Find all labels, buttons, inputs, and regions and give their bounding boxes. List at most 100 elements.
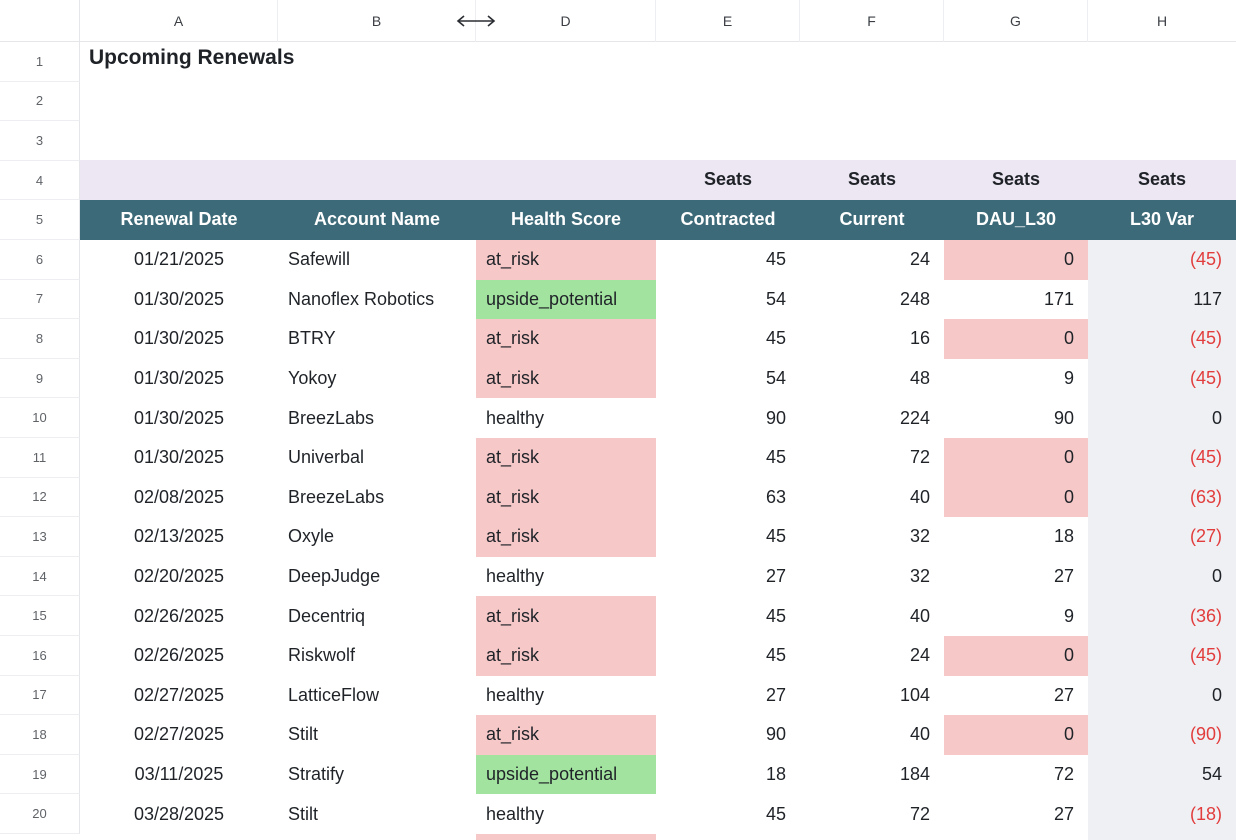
cell-contracted[interactable]: 90: [765, 407, 786, 428]
cell-var[interactable]: (45): [1189, 249, 1222, 270]
cell-health-score[interactable]: healthy: [486, 407, 545, 428]
cell-health-score[interactable]: healthy: [486, 684, 545, 705]
row-header[interactable]: 6: [0, 240, 80, 280]
cell-health-score[interactable]: at_risk: [476, 477, 656, 518]
cell-contracted[interactable]: 27: [765, 566, 786, 587]
row-header[interactable]: 3: [0, 121, 80, 161]
cell-health-score[interactable]: at_risk: [476, 438, 656, 478]
cell-health-score[interactable]: at_risk: [476, 319, 656, 359]
row-header[interactable]: 12: [0, 477, 80, 518]
cell-current[interactable]: 104: [899, 684, 930, 705]
cell-account-name[interactable]: Nanoflex Robotics: [288, 288, 435, 309]
cell-renewal-date[interactable]: 02/20/2025: [133, 566, 225, 587]
cell-dau[interactable]: 18: [1053, 526, 1074, 547]
cell-health-score[interactable]: at_risk: [476, 596, 656, 636]
cell-current[interactable]: 40: [909, 724, 930, 745]
cell-health-score[interactable]: [476, 834, 656, 840]
cell-var[interactable]: (45): [1189, 447, 1222, 468]
header-var[interactable]: L30 Var: [1129, 209, 1195, 230]
cell-renewal-date[interactable]: 01/30/2025: [133, 368, 225, 389]
cell-current[interactable]: 24: [909, 645, 930, 666]
cell-account-name[interactable]: Safewill: [288, 249, 351, 270]
cell-dau[interactable]: 90: [1053, 407, 1074, 428]
cell-dau[interactable]: 0: [944, 636, 1088, 676]
column-header-b[interactable]: B: [278, 0, 476, 42]
cell-dau[interactable]: 0: [944, 438, 1088, 478]
cell-contracted[interactable]: 54: [765, 288, 786, 309]
cell-account-name[interactable]: Stilt: [288, 724, 319, 745]
cell-contracted[interactable]: 45: [765, 645, 786, 666]
cell-renewal-date[interactable]: 02/27/2025: [133, 724, 225, 745]
cell-account-name[interactable]: BreezLabs: [288, 407, 375, 428]
cell-account-name[interactable]: Stratify: [288, 764, 345, 785]
cell-renewal-date[interactable]: 02/26/2025: [133, 645, 225, 666]
cell-contracted[interactable]: 54: [765, 368, 786, 389]
cell-renewal-date[interactable]: 02/08/2025: [133, 486, 225, 507]
row-header[interactable]: 10: [0, 398, 80, 438]
cell-dau[interactable]: 0: [944, 715, 1088, 755]
cell-var[interactable]: 0: [1211, 407, 1222, 428]
cell-renewal-date[interactable]: 01/30/2025: [133, 328, 225, 349]
cell-renewal-date[interactable]: 01/30/2025: [133, 447, 225, 468]
cell-account-name[interactable]: BTRY: [288, 328, 336, 349]
cell-health-score[interactable]: at_risk: [476, 240, 656, 280]
cell-contracted[interactable]: 45: [765, 803, 786, 824]
cell-health-score[interactable]: at_risk: [476, 636, 656, 676]
cell-renewal-date[interactable]: 03/11/2025: [134, 764, 224, 785]
cell-account-name[interactable]: Riskwolf: [288, 645, 356, 666]
cell-dau[interactable]: 0: [944, 319, 1088, 359]
row-header[interactable]: 18: [0, 715, 80, 755]
cell-health-score[interactable]: healthy: [486, 566, 545, 587]
cell-var[interactable]: (45): [1189, 328, 1222, 349]
cell-contracted[interactable]: 27: [765, 684, 786, 705]
cell-var[interactable]: 0: [1211, 566, 1222, 587]
cell-account-name[interactable]: Stilt: [288, 803, 319, 824]
header-dau[interactable]: DAU_L30: [975, 209, 1057, 230]
cell-current[interactable]: 40: [909, 486, 930, 507]
row-header[interactable]: 14: [0, 556, 80, 597]
row-header[interactable]: 2: [0, 81, 80, 122]
header-current[interactable]: Current: [839, 209, 905, 230]
cell-account-name[interactable]: Decentriq: [288, 605, 366, 626]
cell-current[interactable]: 184: [899, 764, 930, 785]
column-header-f[interactable]: F: [800, 0, 944, 42]
cell-current[interactable]: 40: [909, 605, 930, 626]
cell-var[interactable]: (90): [1189, 724, 1222, 745]
cell-account-name[interactable]: Yokoy: [288, 368, 337, 389]
cell-health-score[interactable]: healthy: [486, 803, 545, 824]
cell-current[interactable]: 248: [899, 288, 930, 309]
cell-account-name[interactable]: LatticeFlow: [288, 684, 380, 705]
cell-var[interactable]: 117: [1193, 288, 1222, 309]
cell-account-name[interactable]: BreezeLabs: [288, 486, 385, 507]
cell-dau[interactable]: 0: [944, 477, 1088, 518]
cell-current[interactable]: 24: [909, 249, 930, 270]
cell-health-score[interactable]: upside_potential: [476, 754, 656, 795]
cell-renewal-date[interactable]: 02/26/2025: [133, 605, 225, 626]
cell-dau[interactable]: 27: [1053, 803, 1074, 824]
cell-dau[interactable]: 0: [944, 240, 1088, 280]
cell-current[interactable]: 32: [909, 566, 930, 587]
cell-contracted[interactable]: 18: [765, 764, 786, 785]
column-header-e[interactable]: E: [656, 0, 800, 42]
cell-contracted[interactable]: 45: [765, 526, 786, 547]
column-resize-icon[interactable]: [454, 13, 498, 29]
row-header[interactable]: 9: [0, 358, 80, 399]
cell-dau[interactable]: 9: [1063, 368, 1074, 389]
cell-var[interactable]: 0: [1211, 684, 1222, 705]
cell-var[interactable]: (27): [1189, 526, 1222, 547]
column-header-h[interactable]: H: [1156, 13, 1168, 29]
cell-current[interactable]: 224: [899, 407, 930, 428]
row-header[interactable]: 8: [0, 319, 80, 359]
row-header[interactable]: 17: [0, 675, 80, 716]
header-health-score[interactable]: Health Score: [510, 209, 622, 230]
row-header[interactable]: 20: [0, 794, 80, 834]
row-header[interactable]: 13: [0, 517, 80, 557]
cell-account-name[interactable]: DeepJudge: [288, 566, 381, 587]
cell-account-name[interactable]: Oxyle: [288, 526, 335, 547]
header-renewal-date[interactable]: Renewal Date: [120, 209, 238, 230]
row-header[interactable]: 16: [0, 636, 80, 676]
group-label-dau[interactable]: Seats: [991, 169, 1041, 190]
cell-var[interactable]: (36): [1189, 605, 1222, 626]
sheet-title[interactable]: Upcoming Renewals: [89, 46, 295, 69]
row-header[interactable]: 1: [0, 42, 80, 82]
